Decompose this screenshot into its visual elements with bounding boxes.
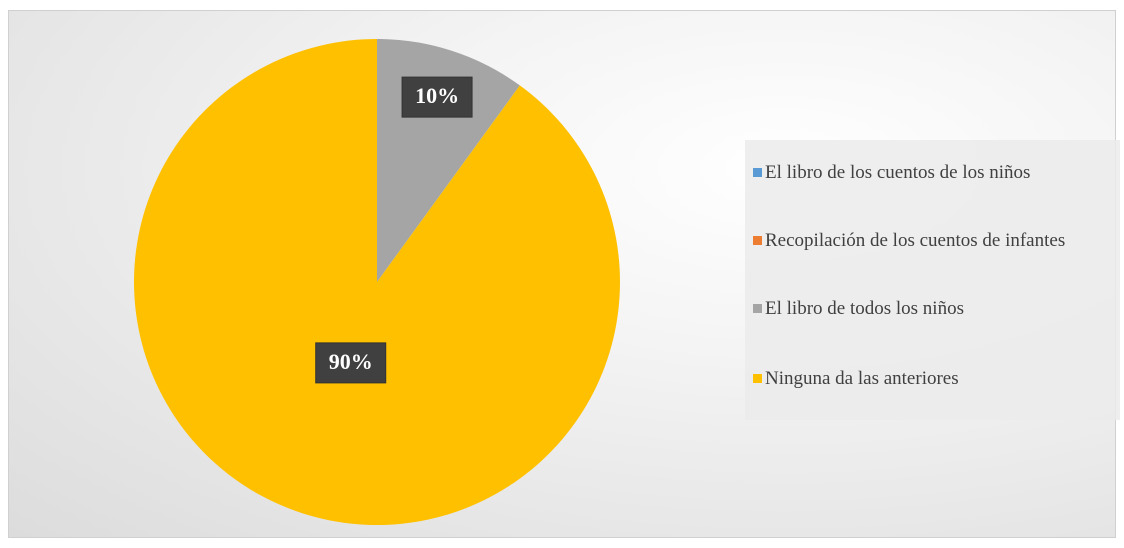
legend-swatch — [753, 236, 762, 245]
data-label: 90% — [329, 349, 373, 374]
legend: El libro de los cuentos de los niños Reco… — [745, 140, 1120, 420]
legend-item: Ninguna da las anteriores — [753, 366, 1120, 391]
legend-swatch — [753, 374, 762, 383]
data-label: 10% — [415, 83, 459, 108]
data-label-box — [315, 342, 387, 384]
legend-swatch — [753, 304, 762, 313]
legend-label: El libro de todos los niños — [765, 298, 964, 319]
legend-swatch — [753, 168, 762, 177]
legend-item: Recopilación de los cuentos de infantes — [753, 228, 1120, 253]
legend-item: El libro de los cuentos de los niños — [753, 160, 1120, 185]
legend-item: El libro de todos los niños — [753, 296, 1120, 321]
data-label-box — [401, 76, 473, 118]
legend-label: El libro de los cuentos de los niños — [765, 162, 1031, 183]
pie-slice — [133, 39, 620, 526]
legend-label: Recopilación de los cuentos de infantes — [765, 230, 1066, 251]
legend-label: Ninguna da las anteriores — [765, 368, 959, 389]
